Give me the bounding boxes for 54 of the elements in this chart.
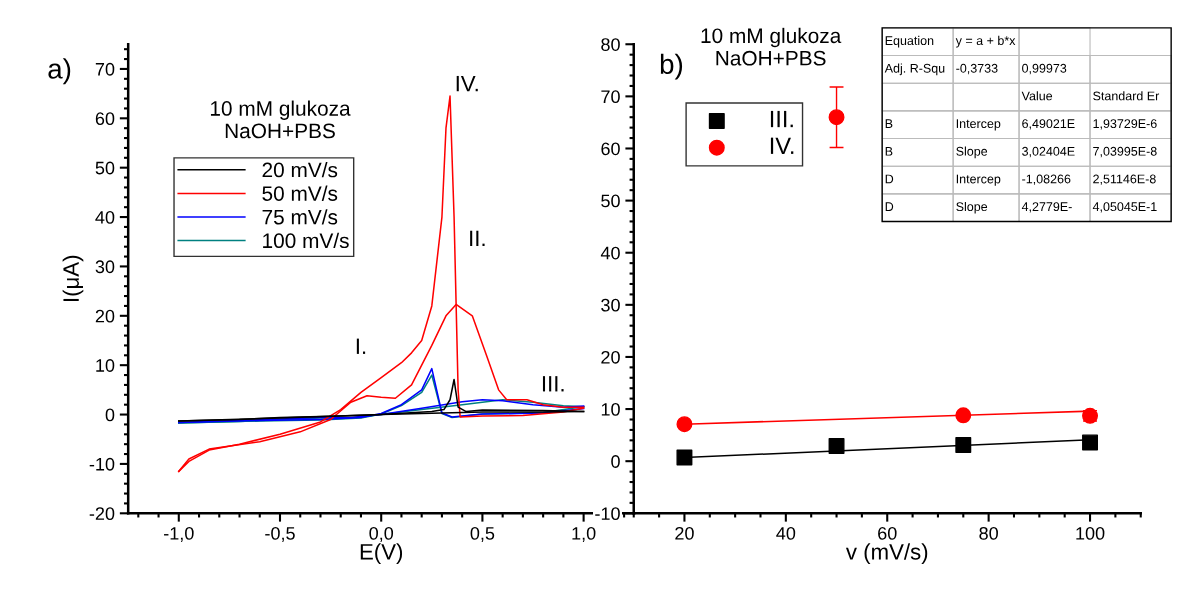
y-tick-label: 60	[95, 112, 115, 126]
y-tick-label: 0	[105, 408, 115, 422]
x-tick-label: 1,0	[572, 526, 596, 542]
y-tick-label: 70	[95, 62, 115, 76]
y-tick-label: -10	[595, 507, 620, 521]
y-tick-label: 50	[601, 194, 620, 208]
x-tick-label: 20	[675, 526, 694, 540]
y-tick-label: 70	[601, 90, 620, 104]
y-tick-label: 50	[95, 161, 115, 175]
y-tick-label: 10	[601, 403, 620, 416]
annotation: b)	[660, 53, 683, 80]
annotation: I.	[356, 338, 366, 354]
y-tick-label: 30	[95, 260, 115, 274]
x-tick-label: 0,5	[470, 526, 495, 542]
y-tick-label: 40	[600, 246, 620, 260]
x-tick-label: 0,0	[369, 526, 394, 542]
x-tick-label: 40	[776, 526, 796, 540]
legend-label: 100 mV/s	[263, 232, 349, 249]
y-axis-title: I(μA)	[62, 255, 84, 302]
y-tick-label: 20	[95, 309, 115, 323]
text: Equation y = a + b*x	[885, 35, 1016, 48]
legend-label: III.	[770, 110, 793, 128]
y-tick-label: 10	[96, 359, 115, 372]
annotation: II.	[470, 230, 485, 247]
text: B Slope 3,02404E 7,03995E-8	[885, 146, 1157, 159]
text: B Intercep 6,49021E 1,93729E-6	[885, 119, 1157, 131]
legend-label: 75 mV/s	[262, 209, 338, 225]
x-tick-label: 100	[1076, 526, 1105, 540]
y-tick-label: 20	[601, 350, 620, 364]
y-tick-label: -20	[89, 507, 115, 521]
text: D Intercep -1,08266 2,51146E-8	[885, 174, 1156, 186]
text: Adj. R-Squ -0,3733 0,99973	[884, 63, 1067, 76]
y-tick-label: 0	[611, 455, 620, 468]
x-tick-label: 60	[878, 526, 897, 540]
text: Value Standard Er	[1021, 91, 1160, 101]
y-tick-label: 30	[601, 298, 620, 312]
annotation: III.	[542, 376, 564, 392]
legend-label: IV.	[770, 137, 794, 154]
annotation: 10 mM glukoza NaOH+PBS	[701, 27, 842, 66]
x-tick-label: -1,0	[164, 526, 194, 542]
y-tick-label: 40	[95, 210, 115, 224]
legend-label: 20 mV/s	[262, 162, 338, 178]
y-tick-label: 60	[601, 142, 620, 156]
annotation: 10 mM glukoza NaOH+PBS	[210, 100, 351, 139]
y-tick-label: 80	[601, 38, 620, 51]
x-tick-label: 80	[979, 526, 998, 540]
x-axis-title: E(V)	[360, 543, 403, 565]
annotation: IV.	[456, 75, 478, 92]
y-tick-label: -10	[89, 457, 115, 471]
legend-label: 50 mV/s	[262, 185, 338, 201]
x-axis-title: v (mV/s)	[845, 543, 928, 565]
text: a)	[48, 58, 71, 85]
x-tick-label: -0,5	[265, 526, 295, 542]
text: D Slope 4,2779E- 4,05045E-1	[885, 201, 1157, 214]
